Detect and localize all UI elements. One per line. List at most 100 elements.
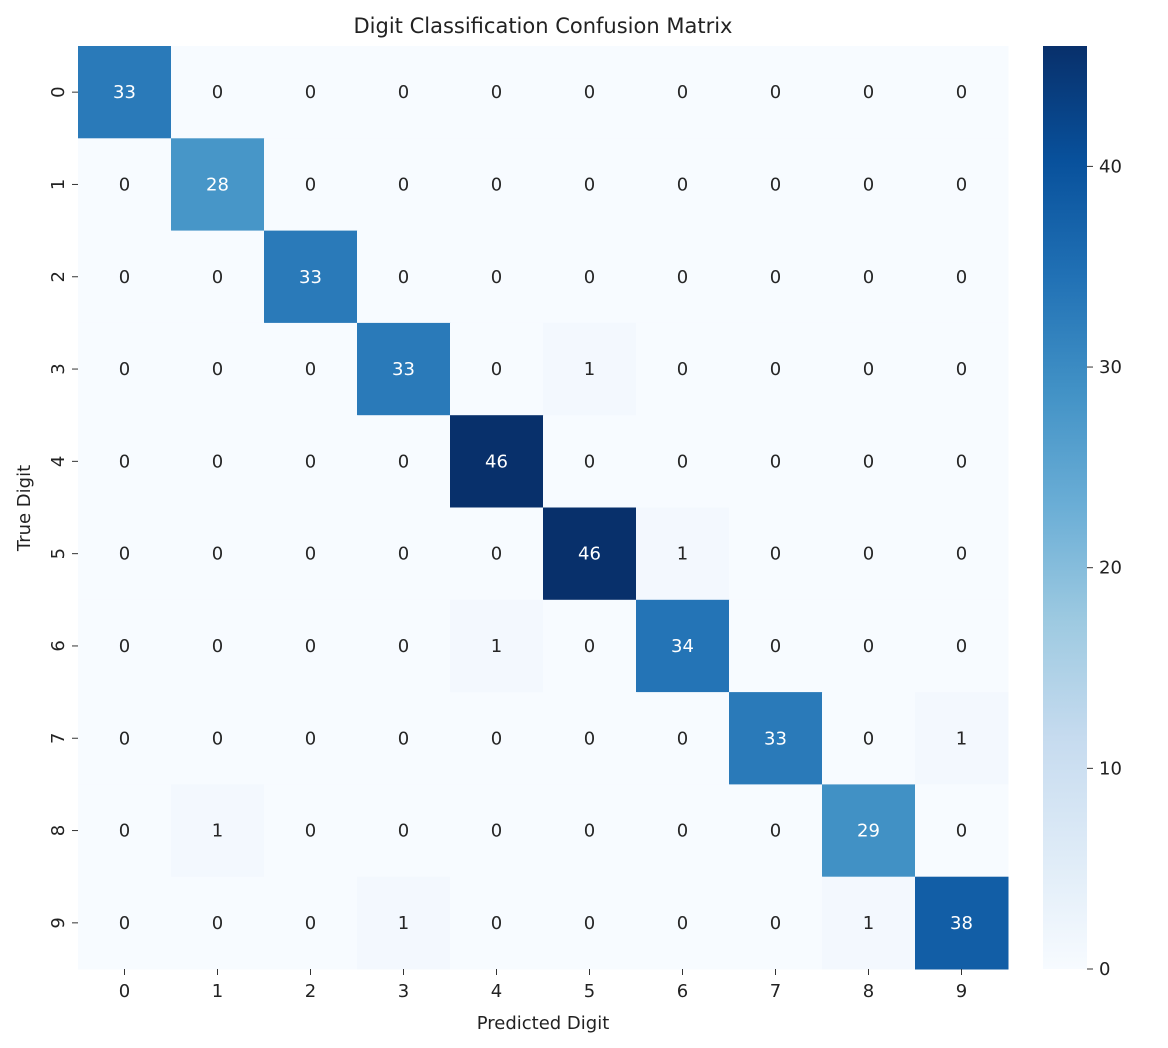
colorbar-tick-label: 20 [1099,558,1122,579]
cell-value-label: 33 [764,728,787,749]
heatmap-cell [915,599,1009,693]
heatmap-cell [915,507,1009,601]
heatmap-cell [264,322,358,416]
colorbar-tick-label: 0 [1099,959,1110,980]
heatmap-cell [264,507,358,601]
cell-value-label: 0 [119,267,130,288]
cell-value-label: 0 [584,913,595,934]
cell-value-label: 33 [113,82,136,103]
cell-value-label: 0 [677,174,688,195]
cell-value-label: 0 [212,267,223,288]
cell-value-label: 0 [584,821,595,842]
cell-value-label: 0 [398,82,409,103]
cell-value-label: 0 [863,267,874,288]
cell-value-label: 1 [398,913,409,934]
y-tick-label: 6 [48,640,69,651]
cell-value-label: 0 [770,544,781,565]
heatmap-cell [264,415,358,508]
heatmap-cell [729,138,823,232]
heatmap-cell [171,784,265,878]
heatmap-cell [357,876,451,970]
cell-value-label: 1 [956,728,967,749]
cell-value-label: 34 [671,636,694,657]
cell-value-label: 0 [119,451,130,472]
cell-value-label: 0 [119,544,130,565]
heatmap-cell [78,876,172,970]
cell-value-label: 0 [584,82,595,103]
cell-value-label: 0 [212,82,223,103]
heatmap-cell [822,322,916,416]
heatmap-cell [450,876,544,970]
cell-value-label: 0 [119,636,130,657]
heatmap-cell [171,138,265,232]
cell-value-label: 0 [863,359,874,380]
heatmap-cell [357,46,451,139]
cell-value-label: 0 [677,821,688,842]
cell-value-label: 0 [119,821,130,842]
cell-value-label: 0 [770,267,781,288]
heatmap-cell [636,415,730,508]
cell-value-label: 0 [119,174,130,195]
x-tick-label: 3 [398,981,409,1002]
heatmap-cell [729,46,823,139]
y-tick-label: 1 [48,179,69,190]
cell-value-label: 0 [491,267,502,288]
heatmap-cell [78,415,172,508]
cell-value-label: 0 [863,728,874,749]
heatmap-cell [636,322,730,416]
cell-value-label: 0 [770,359,781,380]
y-tick-label: 2 [48,271,69,282]
heatmap-cell [357,507,451,601]
cell-value-label: 0 [863,82,874,103]
heatmap-cell [264,138,358,232]
cell-value-label: 1 [584,359,595,380]
cell-value-label: 28 [206,174,229,195]
x-tick-label: 7 [770,981,781,1002]
cell-value-label: 0 [491,82,502,103]
colorbar-tick-label: 10 [1099,758,1122,779]
heatmap-cell [915,138,1009,232]
heatmap-cell [171,322,265,416]
cell-value-label: 0 [398,728,409,749]
heatmap-cell [357,692,451,785]
x-tick-label: 6 [677,981,688,1002]
cell-value-label: 0 [677,267,688,288]
cell-value-label: 0 [212,913,223,934]
heatmap-cell [543,230,637,324]
heatmap-cell [450,322,544,416]
heatmap-cell [264,46,358,139]
colorbar [1043,46,1087,969]
heatmap-cell [729,692,823,785]
cell-value-label: 0 [863,451,874,472]
heatmap-cell [822,138,916,232]
heatmap-cell [78,230,172,324]
heatmap-cell [78,692,172,785]
cell-value-label: 0 [863,174,874,195]
heatmap-cell [264,599,358,693]
cell-value-label: 0 [305,359,316,380]
cell-value-label: 33 [392,359,415,380]
heatmap-cell [543,876,637,970]
y-tick-label: 4 [48,456,69,467]
heatmap-cell [543,692,637,785]
cell-value-label: 1 [863,913,874,934]
heatmap-cell [78,599,172,693]
cell-value-label: 0 [491,728,502,749]
cell-value-label: 0 [956,451,967,472]
heatmap-cell [636,876,730,970]
heatmap-cell [822,415,916,508]
heatmap-cell [78,507,172,601]
cell-value-label: 0 [584,174,595,195]
cell-value-label: 0 [770,451,781,472]
heatmap-cell [636,784,730,878]
heatmap-cell [915,322,1009,416]
cell-value-label: 0 [677,359,688,380]
cell-value-label: 0 [584,728,595,749]
cell-value-label: 0 [491,174,502,195]
heatmap-cell [78,784,172,878]
cell-value-label: 0 [305,82,316,103]
colorbar-tick-label: 30 [1099,357,1122,378]
cell-value-label: 0 [491,821,502,842]
heatmap-cell [543,415,637,508]
cell-value-label: 0 [305,636,316,657]
